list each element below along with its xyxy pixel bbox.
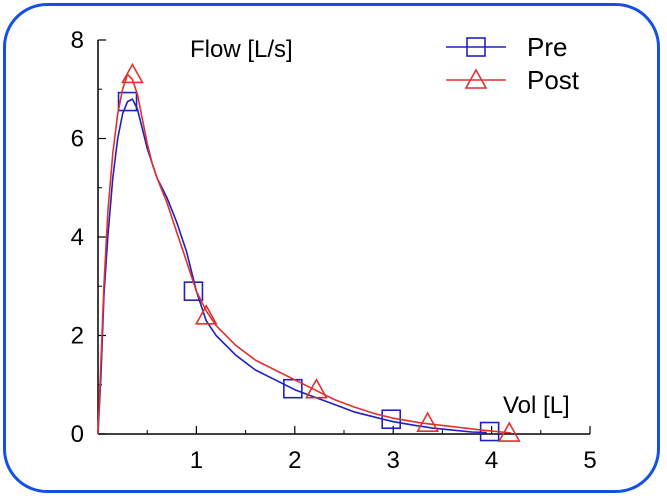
marker-post [194,304,218,325]
series-pre [97,91,500,442]
legend-label-post: Post [527,65,580,95]
x-tick-label: 2 [288,447,301,474]
series-post [97,62,521,442]
chart-frame [3,3,660,493]
marker-post [305,378,328,399]
y-tick-label: 4 [71,224,84,251]
marker-post [416,411,439,432]
legend-marker-pre [466,37,486,57]
marker-post [121,62,144,84]
series-line-pre [97,98,487,435]
marker-post [497,421,521,442]
series-group [97,62,521,442]
y-tick-label: 6 [71,126,84,153]
x-tick-label: 5 [583,447,596,474]
x-tick-label: 4 [485,447,498,474]
legend-label-pre: Pre [527,32,567,62]
y-tick-label: 8 [71,27,84,54]
series-line-post [97,73,512,435]
axes: 0 2 4 6 8 1 2 3 4 5 [71,27,597,474]
x-tick-label: 3 [387,447,400,474]
y-tick-label: 0 [71,421,84,448]
marker-pre [117,91,138,112]
y-tick-label: 2 [71,323,84,350]
legend-marker-post [464,68,488,89]
y-axis-label: Flow [L/s] [190,36,293,63]
legend-item-pre: Pre [446,32,567,62]
x-axis-label: Vol [L] [503,392,570,419]
legend-item-post: Post [446,65,580,95]
x-tick-label: 1 [190,447,203,474]
